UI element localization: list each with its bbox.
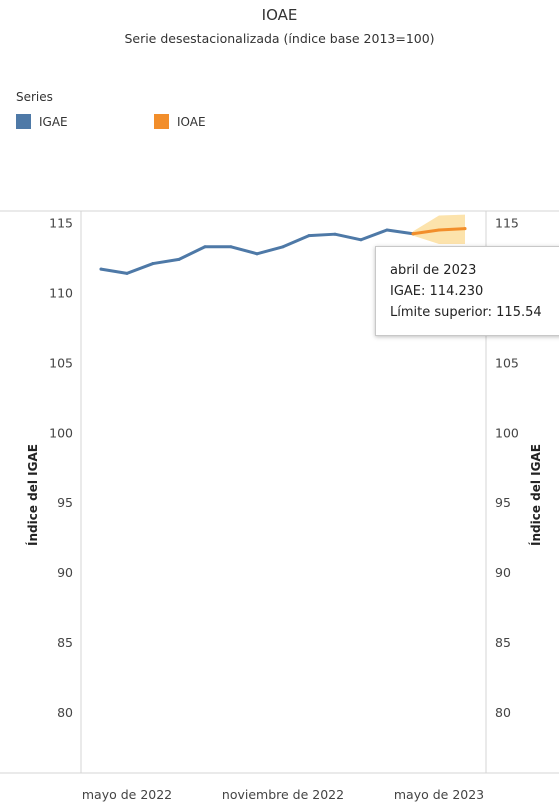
series-line-igae	[99, 228, 415, 275]
tooltip-date: abril de 2023	[390, 263, 477, 278]
data-point-igae	[203, 245, 207, 249]
legend: Series IGAE IOAE	[16, 90, 206, 129]
y-axis-title-left: Índice del IGAE	[25, 444, 40, 546]
y-tick-label-right: 115	[495, 216, 519, 231]
y-tick-label-left: 100	[49, 425, 73, 440]
x-tick-label: mayo de 2022	[82, 787, 172, 802]
y-tick-label-left: 105	[49, 355, 73, 370]
legend-item-ioae[interactable]: IOAE	[154, 114, 206, 129]
legend-swatch-ioae	[154, 114, 169, 129]
y-tick-label-left: 95	[57, 495, 73, 510]
legend-title: Series	[16, 90, 53, 104]
y-tick-label-left: 90	[57, 565, 73, 580]
tooltip-upper-limit: Límite superior: 115.54	[390, 305, 542, 320]
data-point-ioae	[437, 228, 441, 232]
x-tick-labels: mayo de 2022 noviembre de 2022 mayo de 202…	[82, 787, 484, 802]
y-axis-title-right: Índice del IGAE	[528, 444, 543, 546]
chart-subtitle: Serie desestacionalizada (índice base 20…	[124, 31, 435, 46]
data-point-igae	[307, 234, 311, 238]
x-tick-label: noviembre de 2022	[222, 787, 344, 802]
y-tick-label-right: 90	[495, 565, 511, 580]
data-point-igae	[229, 245, 233, 249]
legend-label-ioae: IOAE	[177, 114, 206, 129]
tooltip: abril de 2023 IGAE: 114.230 Límite super…	[375, 246, 559, 336]
legend-label-igae: IGAE	[39, 114, 68, 129]
data-point-ioae	[411, 232, 415, 236]
data-point-ioae	[463, 227, 467, 231]
data-point-igae	[385, 228, 389, 232]
y-tick-label-right: 85	[495, 635, 511, 650]
legend-item-igae[interactable]: IGAE	[16, 114, 68, 129]
x-tick-label: mayo de 2023	[394, 787, 484, 802]
y-tick-label-left: 80	[57, 705, 73, 720]
data-point-igae	[125, 271, 129, 275]
series-layer	[99, 227, 467, 275]
data-point-igae	[333, 232, 337, 236]
data-point-igae	[359, 238, 363, 242]
y-tick-label-left: 110	[49, 285, 73, 300]
y-tick-label-right: 105	[495, 355, 519, 370]
data-point-igae	[151, 262, 155, 266]
legend-swatch-igae	[16, 114, 31, 129]
y-tick-label-right: 100	[495, 425, 519, 440]
data-point-igae	[99, 267, 103, 271]
data-point-igae	[281, 245, 285, 249]
chart-title: IOAE	[261, 6, 298, 24]
y-tick-label-left: 85	[57, 635, 73, 650]
y-tick-label-right: 95	[495, 495, 511, 510]
y-tick-label-left: 115	[49, 216, 73, 231]
data-point-igae	[255, 252, 259, 256]
tooltip-igae-value: IGAE: 114.230	[390, 284, 484, 299]
data-point-igae	[177, 257, 181, 261]
y-tick-label-right: 80	[495, 705, 511, 720]
